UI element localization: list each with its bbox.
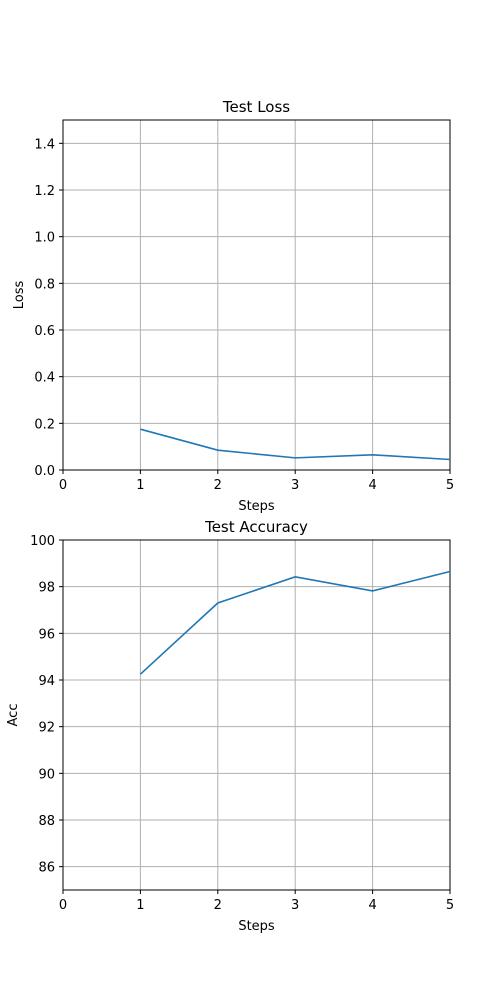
x-tick-label: 3: [291, 898, 299, 913]
y-tick-label: 98: [38, 581, 55, 596]
chart-title: Test Accuracy: [204, 518, 308, 536]
y-tick-label: 94: [38, 674, 55, 689]
series-line: [140, 428, 451, 461]
x-axis-label: Steps: [238, 499, 275, 514]
y-tick-label: 0.2: [34, 417, 55, 432]
y-tick-label: 0.8: [34, 277, 55, 292]
y-tick-label: 0.0: [34, 464, 55, 479]
y-tick-label: 0.6: [34, 324, 55, 339]
y-tick-label: 86: [38, 861, 55, 876]
y-tick-label: 96: [38, 627, 55, 642]
y-tick-label: 1.2: [34, 184, 55, 199]
x-tick-label: 1: [136, 898, 144, 913]
chart-loss: 0 1 2 3 4 5 0.0 0.2 0.4 0.6 0.8 1.0 1.2 1.4 Test Loss…: [12, 98, 454, 514]
x-tick-label: 4: [368, 478, 376, 493]
x-tick-label: 5: [446, 898, 454, 913]
y-tick-label: 100: [30, 534, 55, 549]
plot-frame: [62, 119, 451, 471]
y-tick-label: 90: [38, 767, 55, 782]
x-tick-label: 0: [59, 898, 67, 913]
x-tick-label: 0: [59, 478, 67, 493]
y-axis-label: Loss: [12, 281, 27, 310]
x-axis-label: Steps: [238, 919, 275, 934]
y-tick-label: 88: [38, 814, 55, 829]
x-tick-label: 3: [291, 478, 299, 493]
y-axis-label: Acc: [6, 704, 21, 727]
y-tick-label: 1.4: [34, 137, 55, 152]
x-tick-label: 1: [136, 478, 144, 493]
x-tick-label: 2: [214, 478, 222, 493]
x-tick-label: 2: [214, 898, 222, 913]
y-tick-label: 92: [38, 721, 55, 736]
series-line: [139, 570, 451, 675]
y-tick-label: 1.0: [34, 231, 55, 246]
chart-title: Test Loss: [222, 98, 290, 116]
x-tick-label: 5: [446, 478, 454, 493]
chart-accuracy: 0 1 2 3 4 5 86 88 90 92 94 96 98 100 Test Accuracy St…: [6, 518, 454, 934]
plot-frame: [62, 539, 451, 891]
x-tick-label: 4: [368, 898, 376, 913]
y-tick-label: 0.4: [34, 371, 55, 386]
